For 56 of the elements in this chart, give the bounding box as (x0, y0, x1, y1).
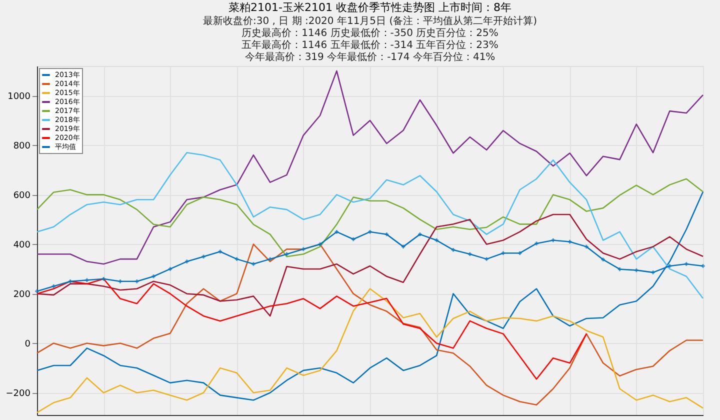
line-series (36, 288, 704, 414)
point (534, 242, 538, 246)
point (584, 244, 588, 249)
point (684, 262, 688, 266)
point (135, 279, 139, 284)
point (168, 267, 172, 271)
point (184, 260, 189, 264)
point (52, 284, 56, 288)
y-tick-label: −200 (6, 389, 31, 400)
point (418, 232, 422, 236)
y-tick-label: 400 (13, 240, 31, 251)
line-series (36, 244, 704, 406)
point (651, 270, 655, 274)
point (484, 257, 488, 261)
point (401, 244, 406, 249)
chart-subtitle: 最新收盘价:30 , 日 期 :2020 年11月5日 (备注：平均值从第二年开始计算) 历史最高价：1146 历史最低价：-350 历史百分位：25% 五年最高价：1146 五年最低价：-314 五年百分位：23% 今年最高价：319 今年最低价：-174 今年百分位：41% (202, 15, 538, 63)
point (234, 257, 239, 261)
line-series (36, 70, 704, 265)
point (68, 279, 72, 284)
point (468, 252, 472, 256)
point (252, 262, 256, 266)
line-series (36, 214, 704, 317)
y-tick-label: 0 (24, 340, 31, 350)
point (318, 242, 322, 246)
point (218, 250, 222, 254)
point (501, 251, 506, 255)
point (668, 264, 672, 268)
line-series (36, 278, 588, 380)
line-series (36, 191, 704, 401)
point (334, 230, 339, 234)
y-tick-label: 1000 (8, 92, 31, 102)
point (518, 251, 522, 255)
point (351, 237, 356, 242)
y-tick-label: 800 (13, 142, 31, 152)
y-tick-label: 200 (13, 290, 31, 300)
point (451, 248, 456, 252)
point (85, 278, 89, 282)
point (701, 264, 705, 268)
point (601, 258, 605, 262)
point (302, 247, 306, 252)
point (202, 254, 206, 258)
point (152, 274, 156, 278)
point (634, 268, 638, 272)
point (118, 279, 122, 284)
y-tick-label: 600 (13, 191, 31, 202)
point (102, 276, 106, 281)
point (268, 257, 272, 261)
line-series (36, 152, 704, 300)
point (618, 267, 622, 272)
line-series (36, 178, 704, 258)
point (384, 232, 389, 236)
point (284, 252, 289, 256)
point (434, 238, 438, 242)
point (568, 240, 572, 244)
chart-title: 菜粕2101-玉米2101 收盘价季节性走势图 上市时间：8年 (228, 1, 512, 14)
point (551, 238, 556, 242)
